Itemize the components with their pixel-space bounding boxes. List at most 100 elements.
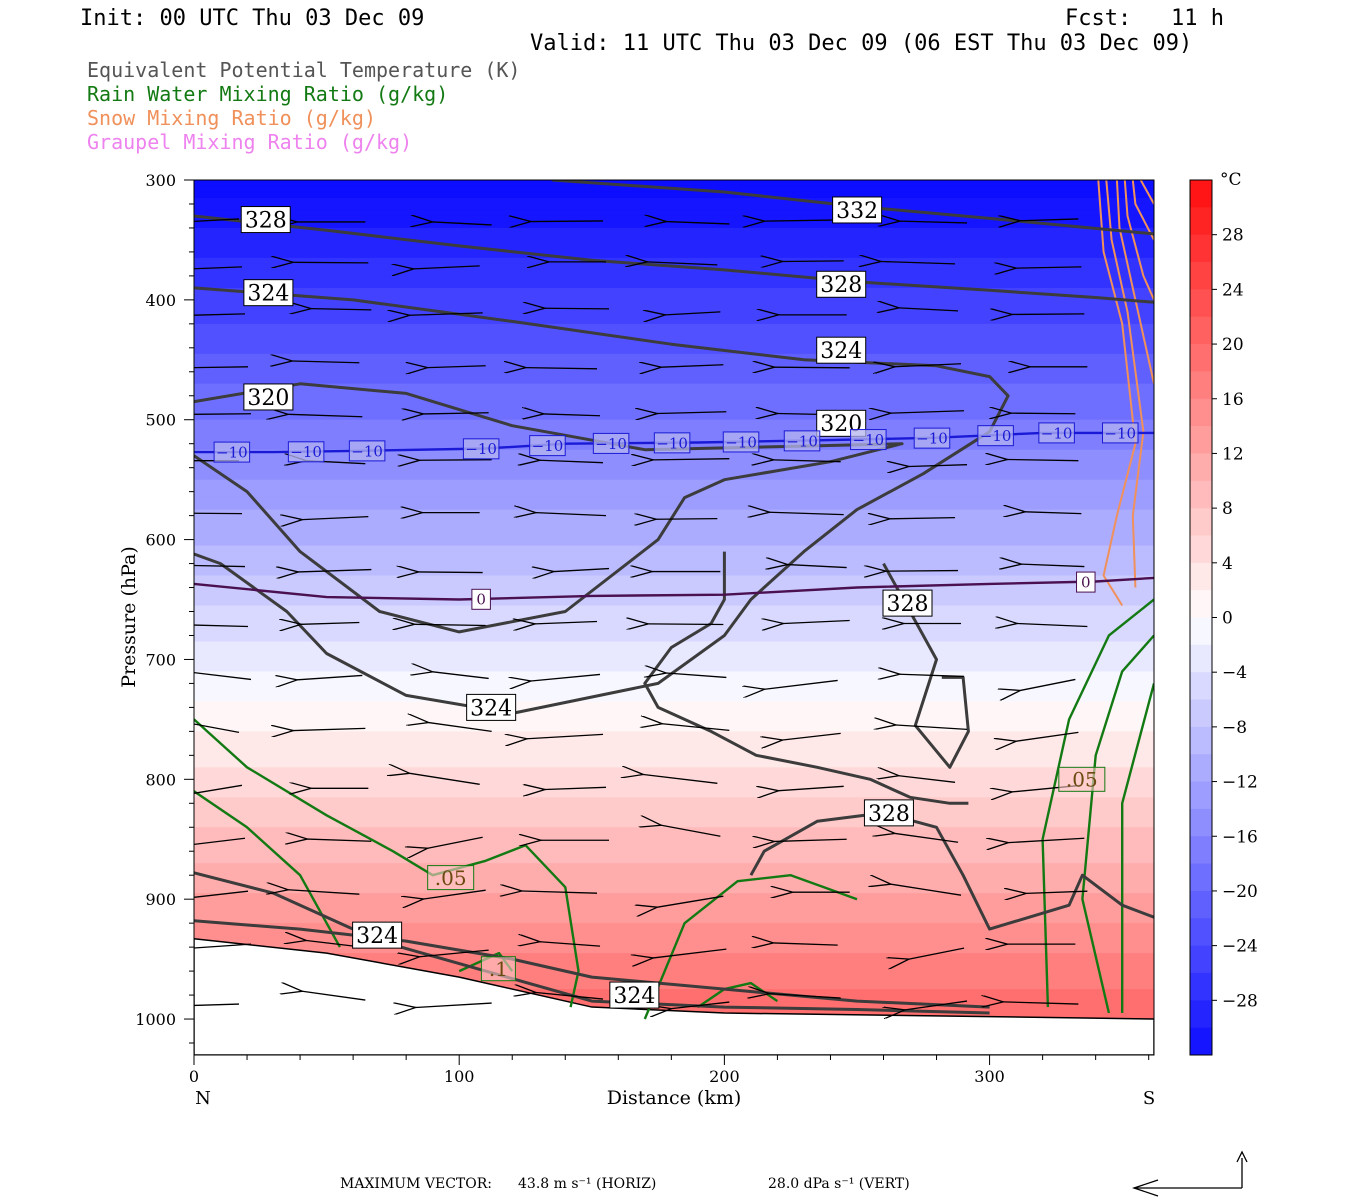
temp-band bbox=[194, 713, 1154, 720]
theta-e-label-box bbox=[816, 336, 867, 364]
wind-vector bbox=[900, 221, 968, 223]
temp-band bbox=[194, 299, 1154, 307]
colorbar-swatch bbox=[1190, 672, 1212, 701]
endpoint-right: S bbox=[1143, 1088, 1155, 1109]
temp-band bbox=[194, 965, 1154, 972]
theta-e-label: 324 bbox=[816, 336, 867, 364]
wind-vector bbox=[428, 366, 486, 368]
wind-vector bbox=[881, 262, 956, 264]
rain-contour bbox=[1121, 683, 1154, 1013]
colorbar-swatch bbox=[1190, 262, 1212, 290]
endpoint-left: N bbox=[195, 1088, 211, 1109]
wind-vector bbox=[770, 994, 841, 998]
wind-vector bbox=[899, 308, 959, 311]
wind-vector bbox=[895, 364, 962, 367]
wind-vector bbox=[194, 837, 246, 846]
wind-vector bbox=[905, 1000, 968, 1010]
temp-band bbox=[194, 221, 1154, 229]
temp-band bbox=[194, 311, 1154, 319]
colorbar-swatch bbox=[1190, 316, 1212, 345]
colorbar-tick-label: −24 bbox=[1222, 937, 1258, 957]
temp-band bbox=[194, 413, 1154, 421]
theta-e-label-box bbox=[832, 196, 883, 224]
x-axis-label: Distance (km) bbox=[607, 1087, 742, 1109]
colorbar-tick-label: −8 bbox=[1222, 718, 1247, 738]
temp-band bbox=[194, 491, 1154, 499]
wind-vector bbox=[661, 825, 721, 837]
theta-e-contour bbox=[194, 286, 1010, 715]
wind-vector bbox=[899, 776, 956, 783]
colorbar-tick-label: −28 bbox=[1222, 991, 1258, 1011]
wind-vector bbox=[540, 460, 604, 462]
wind-vector bbox=[765, 679, 838, 689]
colorbar: °C 28 24 20 16 12 8 4 0 −4 −8 −12 −16 −20 −24 −28 bbox=[1189, 170, 1258, 1056]
temp-band bbox=[194, 977, 1154, 984]
isotherm-label-box bbox=[653, 432, 691, 454]
isotherm-label-box bbox=[913, 427, 951, 449]
temp-band bbox=[194, 497, 1154, 505]
x-tick-label: 0 bbox=[189, 1067, 199, 1086]
temp-band bbox=[194, 425, 1154, 433]
temp-band bbox=[194, 569, 1154, 577]
temp-band bbox=[194, 887, 1154, 894]
temp-band bbox=[194, 593, 1154, 601]
wind-vector bbox=[909, 465, 968, 467]
rain-contour bbox=[1081, 634, 1154, 1014]
temp-band bbox=[194, 893, 1154, 900]
temp-band bbox=[194, 395, 1154, 403]
wind-vector bbox=[900, 674, 965, 676]
x-tick-label: 300 bbox=[974, 1067, 1005, 1086]
wind-vector bbox=[293, 728, 366, 730]
temp-band bbox=[194, 791, 1154, 798]
colorbar-tick-label: 0 bbox=[1222, 609, 1233, 629]
isotherm-label: −10 bbox=[850, 429, 887, 451]
wind-vector bbox=[666, 222, 730, 224]
plot-frame bbox=[193, 179, 1155, 1056]
theta-e-label-box bbox=[352, 921, 403, 949]
wind-vector bbox=[554, 569, 610, 572]
theta-e-label-box bbox=[609, 981, 660, 1009]
temp-band bbox=[194, 251, 1154, 259]
wind-vector bbox=[788, 565, 847, 568]
colorbar-swatch bbox=[1190, 289, 1212, 318]
legend-theta-e: Equivalent Potential Temperature (K) bbox=[87, 58, 521, 82]
wind-vector bbox=[194, 512, 243, 515]
isotherm-label-text: −10 bbox=[1041, 424, 1073, 442]
max-vector-label: MAXIMUM VECTOR: bbox=[340, 1176, 492, 1192]
rain-contour bbox=[194, 790, 341, 948]
colorbar-tick-label: 20 bbox=[1222, 335, 1244, 355]
temp-band bbox=[194, 461, 1154, 469]
legend-snow: Snow Mixing Ratio (g/kg) bbox=[87, 106, 376, 130]
isotherm-label: −10 bbox=[722, 431, 760, 453]
temp-band bbox=[194, 701, 1154, 708]
wind-vector bbox=[420, 949, 489, 957]
temp-band bbox=[194, 647, 1154, 655]
temp-band bbox=[194, 503, 1154, 511]
temp-band bbox=[194, 257, 1154, 265]
temp-band bbox=[194, 719, 1154, 726]
temp-band bbox=[194, 803, 1154, 810]
temp-band bbox=[194, 743, 1154, 750]
isotherm-label-box bbox=[1038, 422, 1075, 444]
wind-vector bbox=[194, 1003, 240, 1007]
temp-band bbox=[194, 953, 1154, 960]
isotherm-label-text: −10 bbox=[1104, 424, 1136, 442]
wind-vector bbox=[665, 312, 721, 315]
temp-band bbox=[194, 479, 1154, 487]
colorbar-swatch bbox=[1190, 945, 1212, 974]
temp-band bbox=[194, 737, 1154, 744]
snow-contour bbox=[1097, 180, 1137, 607]
colorbar-swatch bbox=[1190, 644, 1212, 673]
temp-band bbox=[194, 833, 1154, 840]
wind-vector bbox=[653, 459, 730, 460]
temp-band bbox=[194, 959, 1154, 966]
temp-band bbox=[194, 467, 1154, 475]
temp-band bbox=[194, 575, 1154, 583]
temp-band bbox=[194, 767, 1154, 774]
temp-band bbox=[194, 287, 1154, 295]
temp-band bbox=[194, 851, 1154, 858]
temp-band bbox=[194, 611, 1154, 619]
temp-band bbox=[194, 389, 1154, 397]
theta-e-contour bbox=[194, 214, 1154, 304]
